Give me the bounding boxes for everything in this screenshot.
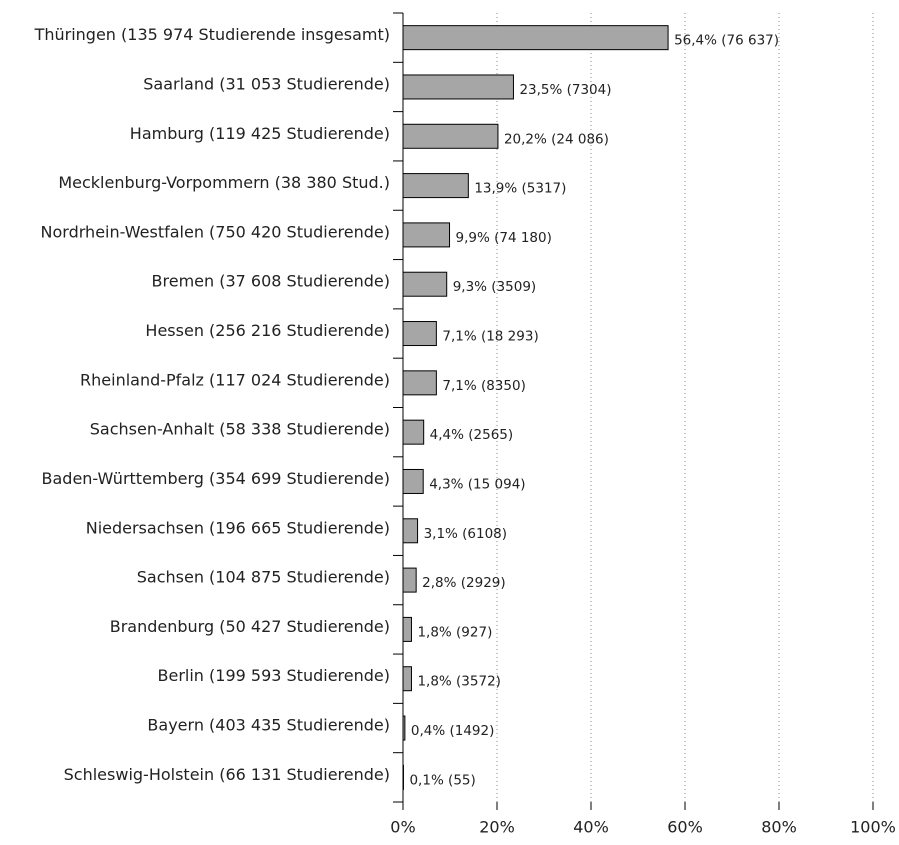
- value-label: 2,8% (2929): [422, 575, 505, 591]
- category-label: Rheinland-Pfalz (117 024 Studierende): [80, 370, 390, 389]
- category-label: Bayern (403 435 Studierende): [147, 716, 390, 735]
- category-label: Hessen (256 216 Studierende): [145, 321, 390, 340]
- x-tick-label: 20%: [479, 818, 515, 837]
- bar: [402, 468, 424, 494]
- value-label: 9,3% (3509): [453, 279, 536, 295]
- bar: [402, 715, 406, 741]
- bar: [402, 271, 448, 297]
- x-tick-label: 60%: [667, 818, 703, 837]
- bar: [402, 123, 499, 149]
- value-label: 20,2% (24 086): [504, 131, 609, 147]
- category-label: Mecklenburg-Vorpommern (38 380 Stud.): [58, 173, 390, 192]
- value-label: 13,9% (5317): [474, 181, 566, 197]
- value-label: 1,8% (3572): [417, 674, 500, 690]
- value-label: 7,1% (18 293): [442, 329, 538, 345]
- x-tick-label: 40%: [573, 818, 609, 837]
- value-label: 7,1% (8350): [442, 378, 525, 394]
- value-label: 0,4% (1492): [411, 723, 494, 739]
- value-label: 1,8% (927): [417, 624, 492, 640]
- category-label: Sachsen (104 875 Studierende): [137, 568, 390, 587]
- category-label: Sachsen-Anhalt (58 338 Studierende): [90, 420, 390, 439]
- bar: [402, 370, 437, 396]
- bar: [402, 25, 669, 51]
- bar: [402, 616, 412, 642]
- bar: [402, 666, 412, 692]
- value-label: 3,1% (6108): [424, 526, 507, 542]
- category-label: Hamburg (119 425 Studierende): [130, 124, 390, 143]
- category-label: Berlin (199 593 Studierende): [158, 666, 390, 685]
- bar: [402, 567, 417, 593]
- value-label: 56,4% (76 637): [674, 33, 779, 49]
- bar: [402, 222, 451, 248]
- category-label: Baden-Württemberg (354 699 Studierende): [42, 469, 391, 488]
- category-label: Bremen (37 608 Studierende): [152, 272, 390, 291]
- x-tick-label: 0%: [390, 818, 415, 837]
- value-label: 4,4% (2565): [430, 427, 513, 443]
- category-label: Niedersachsen (196 665 Studierende): [86, 518, 390, 537]
- category-label: Nordrhein-Westfalen (750 420 Studierende…: [41, 222, 390, 241]
- category-label: Saarland (31 053 Studierende): [143, 74, 390, 93]
- value-label: 9,9% (74 180): [456, 230, 552, 246]
- bar: [402, 518, 419, 544]
- bar: [402, 321, 437, 347]
- category-label: Brandenburg (50 427 Studierende): [110, 617, 390, 636]
- bar: [402, 419, 425, 445]
- bar: [402, 74, 514, 100]
- bar: [402, 173, 469, 199]
- x-tick-label: 80%: [761, 818, 797, 837]
- x-tick-label: 100%: [850, 818, 896, 837]
- value-label: 4,3% (15 094): [429, 476, 525, 492]
- category-label: Schleswig-Holstein (66 131 Studierende): [64, 765, 390, 784]
- value-label: 23,5% (7304): [519, 82, 611, 98]
- value-label: 0,1% (55): [409, 772, 475, 788]
- category-label: Thüringen (135 974 Studierende insgesamt…: [34, 25, 390, 44]
